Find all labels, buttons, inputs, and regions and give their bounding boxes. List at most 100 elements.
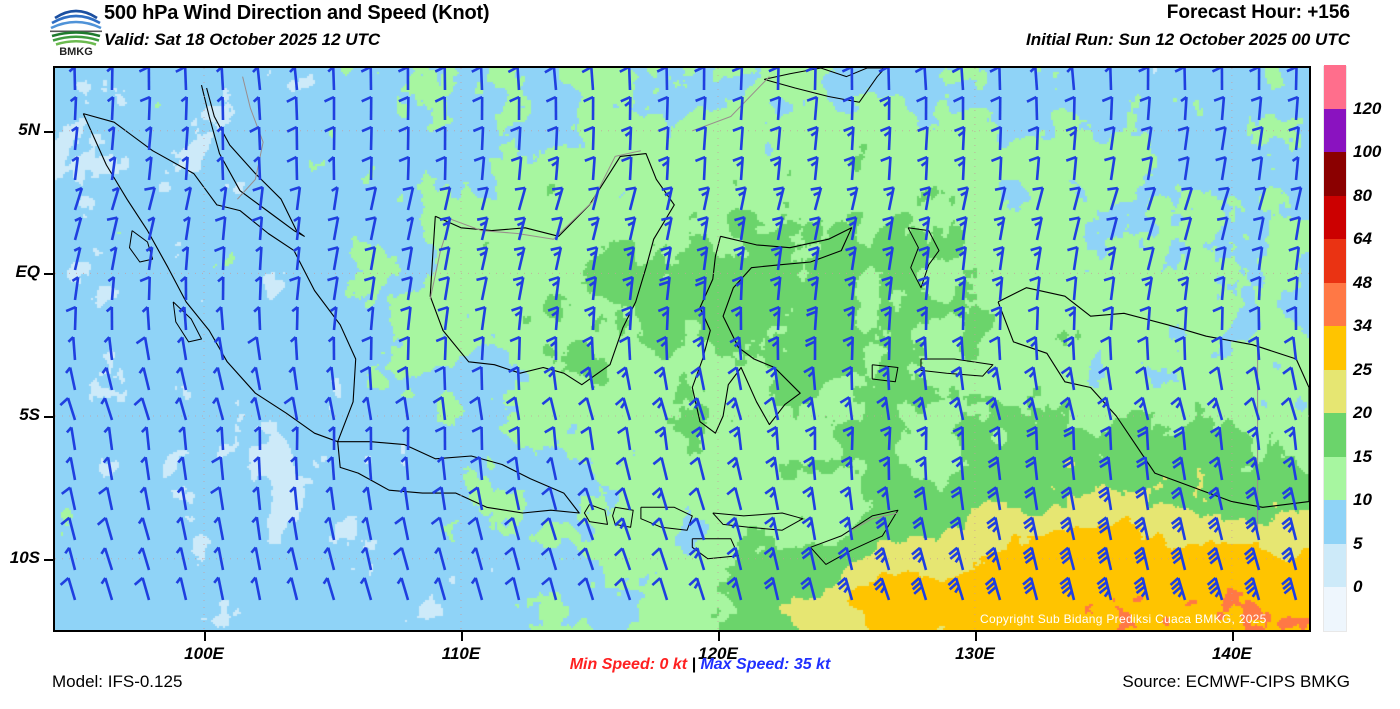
wind-barb bbox=[544, 425, 558, 451]
wind-barb bbox=[181, 156, 189, 181]
wind-speed-shading bbox=[55, 68, 1309, 630]
wind-barb bbox=[588, 186, 601, 211]
wind-barb bbox=[1251, 125, 1264, 151]
coastline bbox=[237, 76, 264, 200]
wind-barb bbox=[289, 275, 301, 301]
wind-barb bbox=[135, 336, 151, 361]
wind-barb bbox=[614, 487, 632, 511]
wind-barb bbox=[1249, 68, 1261, 91]
wind-barb bbox=[878, 68, 891, 91]
wind-barb bbox=[439, 186, 452, 211]
colorbar-segment bbox=[1324, 64, 1346, 109]
wind-barb bbox=[842, 425, 854, 451]
wind-barb bbox=[1022, 546, 1039, 571]
wind-barb bbox=[695, 95, 707, 121]
wind-barb bbox=[584, 305, 596, 331]
wind-barb bbox=[726, 516, 743, 541]
wind-barb bbox=[912, 396, 928, 421]
wind-barb bbox=[366, 306, 375, 331]
wind-barb bbox=[1139, 95, 1152, 121]
wind-barb bbox=[139, 275, 152, 301]
wind-barb bbox=[912, 516, 928, 541]
wind-barb bbox=[141, 306, 151, 331]
wind-barb bbox=[764, 516, 780, 541]
wind-barb bbox=[398, 335, 410, 361]
wind-barb bbox=[1177, 156, 1190, 181]
wind-barb bbox=[1024, 366, 1039, 391]
wind-barb bbox=[1243, 396, 1261, 421]
wind-barb bbox=[253, 306, 262, 331]
wind-barb bbox=[541, 486, 558, 511]
wind-barb bbox=[397, 68, 410, 91]
wind-barb bbox=[951, 68, 965, 91]
wind-barb bbox=[990, 305, 1003, 331]
wind-barb bbox=[694, 155, 707, 181]
wind-barb bbox=[1029, 68, 1039, 91]
wind-barb bbox=[1098, 366, 1113, 391]
wind-barb bbox=[102, 456, 114, 481]
wind-barb bbox=[96, 516, 114, 541]
wind-barb bbox=[985, 546, 1002, 571]
colorbar-tick-label: 20 bbox=[1353, 403, 1372, 423]
wind-barb bbox=[106, 95, 115, 121]
wind-barb bbox=[1096, 546, 1113, 571]
wind-barb bbox=[1061, 456, 1076, 481]
wind-barb bbox=[1251, 245, 1264, 271]
wind-barb bbox=[438, 276, 450, 301]
y-axis-label: 5N bbox=[18, 119, 40, 139]
wind-barb bbox=[1031, 216, 1044, 241]
wind-barb bbox=[616, 366, 632, 391]
wind-barb bbox=[98, 486, 114, 511]
wind-barb bbox=[435, 155, 447, 181]
wind-barb bbox=[322, 577, 336, 601]
coastline bbox=[997, 287, 1309, 508]
wind-barb bbox=[361, 396, 373, 421]
wind-barb bbox=[133, 397, 151, 421]
wind-barb bbox=[293, 216, 301, 241]
wind-barb bbox=[873, 577, 891, 601]
coastline bbox=[871, 364, 899, 383]
wind-barb bbox=[219, 186, 228, 211]
wind-barb bbox=[398, 125, 410, 151]
wind-barb bbox=[1208, 456, 1224, 481]
wind-barb bbox=[107, 126, 116, 151]
wind-barb bbox=[840, 455, 854, 481]
wind-barb bbox=[623, 246, 636, 271]
wind-barb bbox=[547, 305, 560, 331]
wind-barb bbox=[917, 125, 929, 151]
wind-barb bbox=[402, 426, 410, 451]
wind-barb bbox=[360, 68, 373, 91]
speed-summary: Min Speed: 0 kt | Max Speed: 35 kt bbox=[0, 656, 1400, 674]
wind-barb bbox=[985, 396, 1002, 421]
weather-map[interactable] bbox=[53, 66, 1311, 632]
wind-barb bbox=[253, 426, 262, 451]
wind-barb bbox=[578, 396, 595, 421]
wind-barb bbox=[1213, 95, 1226, 121]
wind-barb bbox=[1287, 95, 1300, 121]
wind-barb bbox=[253, 156, 262, 181]
wind-barb bbox=[323, 546, 336, 571]
wind-barb bbox=[843, 305, 855, 331]
wind-barb bbox=[879, 425, 892, 451]
colorbar-tick-label: 15 bbox=[1353, 446, 1372, 466]
wind-barb bbox=[726, 486, 743, 511]
wind-barb bbox=[1247, 335, 1261, 361]
wind-barb bbox=[769, 155, 782, 181]
wind-barb bbox=[910, 577, 928, 601]
wind-barb bbox=[802, 486, 817, 511]
wind-barb bbox=[1251, 155, 1264, 181]
wind-barb bbox=[808, 246, 820, 271]
wind-barb bbox=[363, 275, 376, 301]
wind-barb bbox=[250, 366, 262, 391]
wind-barb bbox=[880, 305, 892, 331]
coastline bbox=[691, 227, 853, 434]
wind-barb bbox=[59, 576, 77, 601]
colorbar-segment bbox=[1324, 151, 1346, 196]
colorbar-tick-label: 120 bbox=[1353, 98, 1382, 118]
coastline bbox=[810, 509, 899, 565]
wind-barb bbox=[293, 246, 301, 271]
wind-barb bbox=[400, 305, 412, 331]
wind-barb bbox=[986, 486, 1002, 511]
wind-barb bbox=[215, 306, 225, 331]
colorbar-segment bbox=[1324, 325, 1346, 370]
